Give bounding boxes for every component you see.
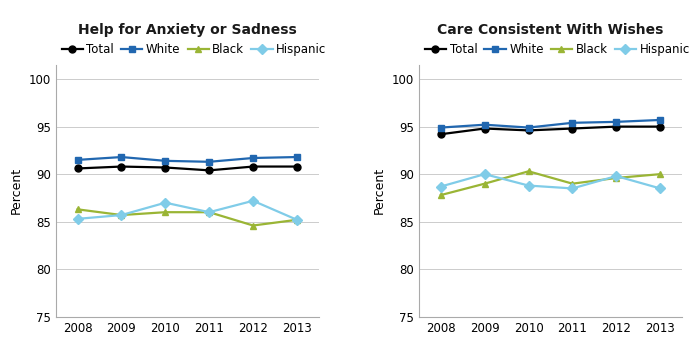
Black [656, 172, 664, 176]
White [612, 120, 620, 124]
Total [436, 132, 445, 136]
Hispanic [612, 174, 620, 178]
Hispanic [524, 183, 532, 188]
Hispanic [656, 186, 664, 190]
White [293, 155, 301, 159]
Title: Help for Anxiety or Sadness: Help for Anxiety or Sadness [78, 23, 296, 37]
Line: Hispanic: Hispanic [437, 171, 663, 192]
Line: White: White [74, 154, 301, 165]
White [74, 158, 82, 162]
Black [161, 210, 170, 214]
Total [205, 168, 214, 172]
Total [524, 128, 532, 132]
Total [656, 125, 664, 129]
White [656, 118, 664, 122]
Hispanic [249, 199, 258, 203]
Legend: Total, White, Black, Hispanic: Total, White, Black, Hispanic [61, 43, 326, 57]
Hispanic [293, 218, 301, 222]
Legend: Total, White, Black, Hispanic: Total, White, Black, Hispanic [425, 43, 690, 57]
Hispanic [436, 184, 445, 189]
White [568, 121, 576, 125]
Line: Hispanic: Hispanic [74, 197, 301, 223]
Total [293, 165, 301, 169]
Title: Care Consistent With Wishes: Care Consistent With Wishes [437, 23, 664, 37]
Black [293, 218, 301, 222]
White [205, 159, 214, 164]
Total [249, 165, 258, 169]
Black [568, 181, 576, 186]
Total [74, 166, 82, 171]
Hispanic [480, 172, 489, 176]
Total [568, 126, 576, 131]
Hispanic [118, 213, 126, 217]
Line: Total: Total [437, 123, 663, 138]
Line: Black: Black [437, 168, 663, 199]
Black [249, 223, 258, 228]
White [524, 125, 532, 130]
Total [161, 165, 170, 170]
Hispanic [205, 210, 214, 214]
Line: Total: Total [74, 163, 301, 174]
Black [74, 207, 82, 212]
White [161, 159, 170, 163]
Hispanic [74, 217, 82, 221]
White [118, 155, 126, 159]
Black [480, 181, 489, 186]
Black [118, 213, 126, 217]
Black [612, 176, 620, 180]
Total [480, 126, 489, 131]
White [249, 156, 258, 160]
Total [612, 125, 620, 129]
Black [524, 169, 532, 174]
Y-axis label: Percent: Percent [10, 167, 23, 214]
Line: Black: Black [74, 206, 301, 229]
Black [205, 210, 214, 214]
Black [436, 193, 445, 197]
White [480, 122, 489, 127]
White [436, 125, 445, 130]
Hispanic [568, 186, 576, 190]
Y-axis label: Percent: Percent [373, 167, 386, 214]
Line: White: White [437, 117, 663, 131]
Total [118, 165, 126, 169]
Hispanic [161, 201, 170, 205]
